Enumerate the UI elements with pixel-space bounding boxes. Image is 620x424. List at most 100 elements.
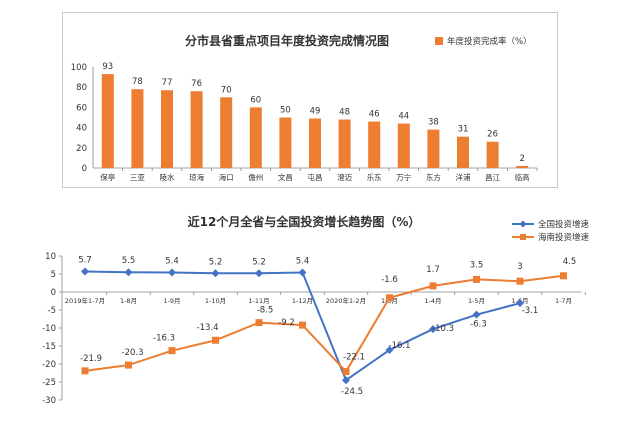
bar-x-tick-label: 陵水 [160, 172, 175, 182]
point-data-label: -24.5 [341, 387, 363, 397]
point-marker [385, 345, 394, 354]
point-data-label: 5.2 [209, 257, 223, 267]
point-marker [516, 277, 524, 285]
point-marker [560, 272, 567, 280]
point-data-label: -3.1 [522, 306, 539, 316]
point-marker [81, 367, 89, 375]
bar [338, 119, 351, 168]
bar [161, 90, 173, 168]
bar-data-label: 31 [458, 125, 469, 135]
point-data-label: -10.3 [432, 324, 454, 334]
point-data-label: -8.5 [257, 306, 274, 316]
bar-x-tick-label: 澄迈 [337, 172, 352, 182]
bar-x-tick-label: 琼海 [189, 172, 204, 182]
bar [220, 97, 233, 168]
point-marker [212, 336, 219, 344]
bar-data-label: 50 [280, 106, 291, 116]
point-marker [255, 269, 263, 278]
bar-x-tick-label: 保亭 [100, 172, 115, 182]
point-data-label: -1.6 [381, 275, 398, 285]
bar-x-tick-label: 儋州 [248, 172, 263, 182]
bar-data-label: 49 [310, 107, 321, 117]
bar-y-tick-label: 80 [76, 83, 87, 93]
bar-chart-panel: 分市县省重点项目年度投资完成情况图 年度投资完成率（%） 0 20 40 60 80 10… [62, 12, 558, 188]
bar-data-label: 48 [339, 108, 350, 118]
bar [427, 129, 440, 168]
point-marker [473, 275, 480, 283]
legend-square-icon [520, 234, 526, 240]
point-data-label: 5.2 [252, 257, 266, 267]
line-y-tick-label: -30 [42, 396, 56, 406]
bar-data-label: 78 [132, 77, 143, 87]
line-x-tick-label: 1-11月 [248, 297, 269, 305]
line-x-tick-label: 1-4月 [424, 297, 441, 305]
bar [516, 165, 529, 168]
line-x-tick-label: 1-9月 [163, 297, 180, 305]
bar [249, 107, 262, 168]
bar-x-tick-label: 昌江 [485, 173, 500, 182]
bar-data-label: 77 [162, 78, 173, 88]
line-y-tick-label: 5 [51, 270, 56, 280]
legend-label: 海南投资增速 [538, 232, 590, 243]
bar [368, 121, 381, 168]
point-marker [211, 269, 220, 278]
bar-chart: 分市县省重点项目年度投资完成情况图 年度投资完成率（%） 0 20 40 60 80 10… [71, 33, 538, 182]
point-data-label: 1.7 [426, 265, 440, 275]
line-x-tick-label: 1-5月 [468, 297, 485, 305]
line-y-tick-label: -25 [42, 378, 56, 388]
line-x-tick-label: 2019年1-7月 [65, 296, 105, 305]
bar-data-label: 44 [398, 112, 409, 122]
bar-legend-label: 年度投资完成率（%） [447, 36, 532, 47]
line-chart-title: 近12个月全省与全国投资增长趋势图（%） [188, 214, 421, 229]
bar-y-tick-label: 60 [76, 103, 87, 113]
legend-swatch-icon [435, 37, 443, 45]
point-marker [255, 319, 263, 327]
bar-x-tick-label: 屯昌 [308, 172, 323, 182]
bar-chart-title: 分市县省重点项目年度投资完成情况图 [185, 33, 389, 48]
bar-data-label: 70 [221, 85, 232, 95]
point-marker [342, 376, 350, 385]
point-marker [429, 282, 437, 290]
bar-y-tick-label: 40 [76, 124, 87, 134]
bar-data-label: 93 [102, 62, 113, 72]
legend-diamond-icon [519, 220, 527, 228]
bar [190, 91, 203, 168]
bar-x-tick-label: 洋浦 [456, 172, 471, 182]
point-data-label: -21.9 [80, 354, 102, 364]
point-marker [386, 294, 393, 302]
bar-x-tick-label: 三亚 [130, 173, 145, 182]
line-y-tick-label: -20 [42, 360, 56, 370]
line-x-tick-label: 1-10月 [205, 297, 226, 305]
line-y-tick-label: 0 [51, 288, 56, 298]
line-y-tick-label: -15 [42, 342, 56, 352]
point-data-label: -16.1 [389, 341, 411, 351]
point-marker [299, 321, 306, 329]
point-marker [168, 268, 176, 277]
bar-x-tick-label: 临高 [515, 172, 530, 182]
bar-data-label: 2 [519, 154, 524, 164]
point-data-label: -20.3 [122, 348, 144, 358]
point-data-label: -13.4 [197, 323, 219, 333]
bar-x-tick-label: 万宁 [396, 172, 411, 182]
point-data-label: 5.4 [165, 257, 179, 267]
bar [457, 136, 469, 168]
bar-x-tick-label: 海口 [219, 172, 234, 182]
bar-x-tick-label: 东方 [426, 172, 441, 182]
point-marker [168, 347, 176, 355]
point-marker [124, 268, 133, 277]
legend-label: 全国投资增速 [538, 219, 590, 230]
bar [486, 141, 499, 168]
line-x-tick-label: 1-12月 [292, 297, 313, 305]
point-data-label: 5.7 [78, 255, 92, 265]
line-y-tick-label: 10 [45, 252, 56, 262]
bar [309, 118, 321, 168]
bar-data-label: 26 [487, 130, 498, 140]
point-data-label: -6.3 [470, 320, 487, 330]
line-x-tick-label: 2020年1-2月 [326, 296, 366, 305]
point-data-label: -22.1 [343, 353, 365, 363]
bar-x-tick-label: 乐东 [367, 172, 382, 182]
point-data-label: -9.2 [278, 318, 295, 328]
bar-data-label: 38 [428, 118, 439, 128]
point-data-label: 3 [517, 262, 522, 272]
bar-data-label: 46 [369, 110, 380, 120]
